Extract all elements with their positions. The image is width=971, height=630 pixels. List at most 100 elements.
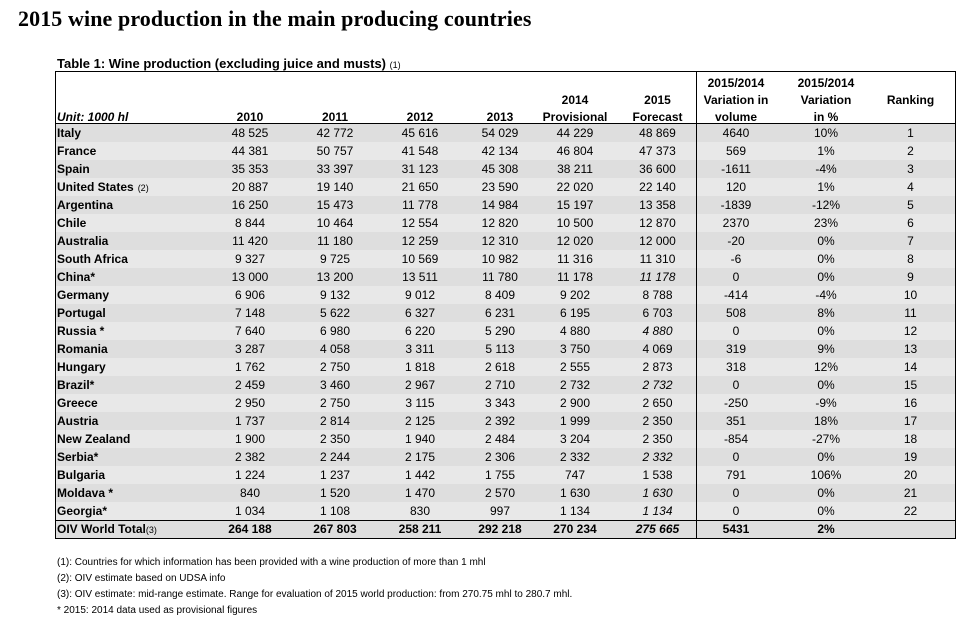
total-label-cell: OIV World Total(3) (57, 520, 207, 538)
header-2010: 2010 (236, 110, 264, 124)
cell-v2011: 1 108 (319, 504, 351, 518)
cell-v2010: 35 353 (231, 162, 269, 176)
header-2012: 2012 (406, 110, 434, 124)
country-cell: Brazil* (57, 376, 207, 394)
row-shade (55, 286, 955, 304)
cell-pct: -4% (815, 288, 837, 302)
wine-production-table: Unit: 1000 hl 2010 2011 2012 2013 2014 P… (55, 71, 956, 539)
cell-v2015: 11 310 (639, 252, 676, 266)
cell-pct: 10% (813, 126, 839, 140)
cell-v2015: 6 703 (642, 306, 673, 320)
table-caption: Table 1: Wine production (excluding juic… (57, 56, 401, 71)
cell-pct: -12% (811, 198, 840, 212)
cell-v2012: 10 569 (401, 252, 439, 266)
cell-v2013: 2 306 (484, 450, 516, 464)
cell-v2013: 2 618 (484, 360, 516, 374)
cell-v2011: 9 132 (319, 288, 351, 302)
cell-v2011: 2 750 (319, 396, 351, 410)
cell-var: 318 (725, 360, 747, 374)
cell-v2012: 3 115 (405, 396, 435, 410)
country-name: Georgia* (57, 504, 108, 518)
row-shade (55, 250, 955, 268)
cell-var: -854 (723, 432, 749, 446)
cell-pct: 9% (817, 342, 835, 356)
country-cell: New Zealand (57, 430, 207, 448)
row-shade (55, 232, 955, 250)
cell-v2010: 840 (239, 486, 261, 500)
cell-v2011: 42 772 (316, 126, 354, 140)
country-cell: Spain (57, 160, 207, 178)
table-divider (696, 71, 697, 539)
cell-rank: 1 (907, 126, 914, 140)
cell-var: 791 (725, 468, 747, 482)
footnote-1: (1): Countries for which information has… (57, 557, 486, 568)
cell-v2011: 4 058 (319, 342, 351, 356)
cell-v2011: 13 200 (316, 270, 354, 284)
cell-var: 120 (725, 180, 747, 194)
country-name: Russia * (57, 324, 105, 338)
header-2011: 2011 (321, 110, 349, 124)
cell-v2010: 3 287 (234, 342, 266, 356)
cell-v2015: 8 788 (642, 288, 673, 302)
country-cell: Moldava * (57, 484, 207, 502)
country-name: Spain (57, 162, 90, 176)
cell-v2010: 2 382 (234, 450, 266, 464)
cell-v2012: 830 (409, 504, 431, 518)
cell-rank: 21 (903, 486, 918, 500)
country-cell: Bulgaria (57, 466, 207, 484)
cell-v2015: 22 140 (639, 180, 676, 194)
cell-var: 319 (725, 342, 747, 356)
cell-var: -6 (730, 252, 742, 266)
cell-v2011: 6 980 (319, 324, 351, 338)
country-name: Australia (57, 234, 109, 248)
cell-v2014: 15 197 (556, 198, 594, 212)
cell-var: 351 (725, 414, 747, 428)
header-var-pct-1: 2015/2014 (797, 76, 855, 90)
header-var-pct-2: Variation (800, 93, 852, 107)
cell-v2015: 4 069 (642, 342, 673, 356)
cell-v2012: 1 470 (404, 486, 436, 500)
cell-v2010: 2 459 (234, 378, 266, 392)
cell-v2014: 3 750 (559, 342, 591, 356)
cell-v2012: 9 012 (404, 288, 436, 302)
cell-rank: 14 (903, 360, 918, 374)
cell-v2014: 11 316 (557, 252, 593, 266)
cell-v2010: 44 381 (231, 144, 269, 158)
header-unit: Unit: 1000 hl (57, 110, 129, 124)
cell-pct: 0% (817, 486, 835, 500)
cell-v2012: 1 940 (404, 432, 436, 446)
country-note: (2) (137, 183, 149, 193)
country-name: France (57, 144, 97, 158)
country-name: Germany (57, 288, 110, 302)
cell-pct: 8% (817, 306, 835, 320)
cell-pct: 23% (813, 216, 839, 230)
cell-rank: 3 (907, 162, 914, 176)
cell-v2013: 2 710 (484, 378, 516, 392)
row-shade (55, 520, 955, 538)
cell-v2014: 22 020 (556, 180, 594, 194)
cell-v2010: 1 034 (234, 504, 266, 518)
cell-v2012: 31 123 (401, 162, 439, 176)
cell-v2014: 2 732 (559, 378, 591, 392)
cell-v2015: 13 358 (639, 198, 676, 212)
country-cell: Portugal (57, 304, 207, 322)
country-cell: Hungary (57, 358, 207, 376)
table-caption-text: Table 1: Wine production (excluding juic… (57, 56, 387, 71)
row-shade (55, 394, 955, 412)
cell-v2011: 15 473 (316, 198, 354, 212)
cell-v2013: 12 310 (481, 234, 519, 248)
cell-v2013: 54 029 (481, 126, 519, 140)
cell-var: -1611 (721, 162, 751, 176)
row-shade (55, 304, 955, 322)
row-shade (55, 502, 955, 520)
cell-rank: 17 (903, 414, 918, 428)
header-var-volume-2: Variation in (703, 93, 769, 107)
row-shade (55, 178, 955, 196)
cell-rank: 6 (907, 216, 914, 230)
cell-v2013: 14 984 (481, 198, 519, 212)
cell-v2013: 2 484 (484, 432, 516, 446)
cell-v2011: 5 622 (319, 306, 351, 320)
cell-rank: 10 (903, 288, 918, 302)
cell-v2012: 12 259 (401, 234, 439, 248)
cell-rank: 8 (907, 252, 914, 266)
